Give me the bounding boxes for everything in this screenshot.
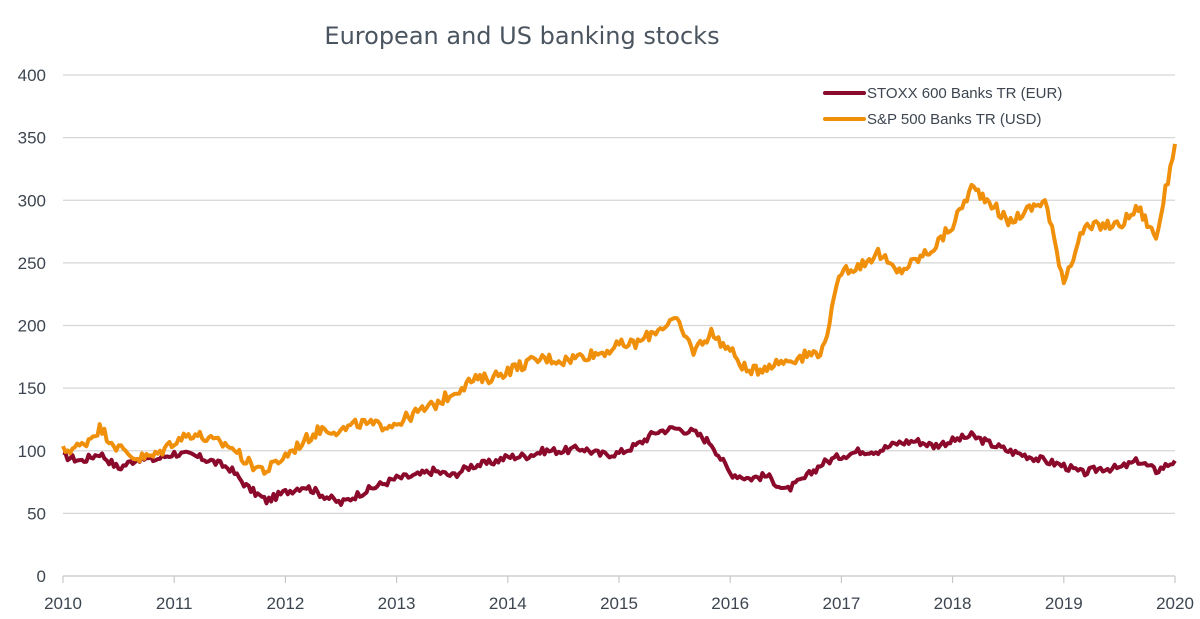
legend-item-sp500: S&P 500 Banks TR (USD) (823, 111, 1042, 128)
chart-title: European and US banking stocks (324, 22, 719, 50)
y-tick-label: 0 (37, 567, 46, 586)
series-lines (61, 143, 1177, 507)
x-tick-label: 2020 (1156, 594, 1194, 613)
y-tick-label: 250 (18, 254, 46, 273)
gridlines (63, 74, 1175, 577)
y-tick-label: 150 (18, 379, 46, 398)
legend-label-stoxx: STOXX 600 Banks TR (EUR) (867, 85, 1062, 102)
x-tick-label: 2010 (44, 594, 82, 613)
x-tick-label: 2019 (1045, 594, 1083, 613)
y-tick-label: 100 (18, 442, 46, 461)
y-tick-label: 200 (18, 317, 46, 336)
x-tick-label: 2014 (489, 594, 527, 613)
x-tick-label: 2011 (156, 594, 193, 613)
x-tick-label: 2018 (934, 594, 972, 613)
legend-label-sp500: S&P 500 Banks TR (USD) (867, 111, 1042, 128)
y-axis-ticks: 0 50 100 150 200 250 300 350 400 (18, 66, 46, 586)
y-tick-label: 50 (27, 504, 46, 523)
x-axis-ticks: 2010 2011 2012 2013 2014 2015 2016 2017 2018 2019… (44, 576, 1194, 613)
x-tick-label: 2016 (711, 594, 749, 613)
y-tick-label: 400 (18, 66, 46, 85)
y-tick-label: 350 (18, 129, 46, 148)
y-tick-label: 300 (18, 191, 46, 210)
x-tick-label: 2015 (600, 594, 638, 613)
x-tick-label: 2017 (822, 594, 860, 613)
series-line-stoxx (62, 425, 1177, 507)
x-tick-label: 2013 (378, 594, 416, 613)
x-tick-label: 2012 (266, 594, 304, 613)
legend: STOXX 600 Banks TR (EUR) S&P 500 Banks T… (823, 85, 1062, 128)
legend-item-stoxx: STOXX 600 Banks TR (EUR) (823, 85, 1062, 102)
series-line-sp500 (61, 143, 1177, 476)
